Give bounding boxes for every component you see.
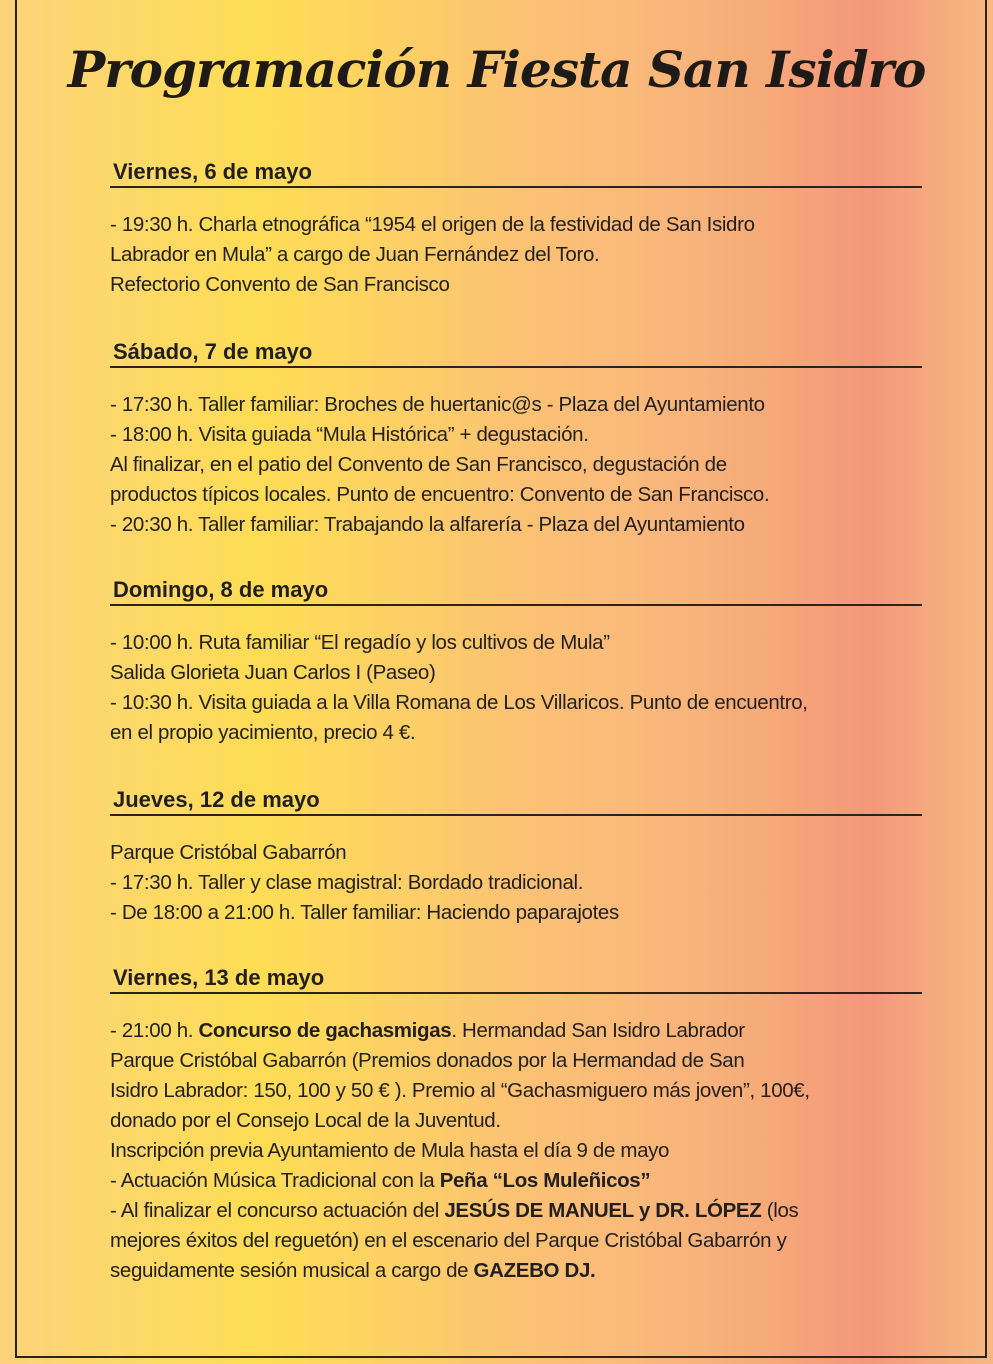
schedule-line: - Al finalizar el concurso actuación del… (110, 1196, 922, 1226)
schedule-line: Al finalizar, en el patio del Convento d… (110, 450, 922, 480)
schedule-line: - Actuación Música Tradicional con la Pe… (110, 1166, 922, 1196)
day-section: Jueves, 12 de mayo Parque Cristóbal Gabar… (110, 786, 922, 928)
bold-text: GAZEBO DJ. (473, 1259, 596, 1282)
day-heading: Sábado, 7 de mayo (110, 338, 922, 368)
schedule-line: - 17:30 h. Taller y clase magistral: Bor… (110, 868, 922, 898)
day-section: Domingo, 8 de mayo - 10:00 h. Ruta famili… (110, 576, 922, 748)
text: - Al finalizar el concurso actuación del (110, 1199, 445, 1222)
schedule-line: - 20:30 h. Taller familiar: Trabajando l… (110, 510, 922, 540)
text: - 17:30 h. Taller y clase magistral: Bor… (110, 871, 584, 894)
text: - 21:00 h. (110, 1019, 199, 1042)
text: - 10:00 h. Ruta familiar “El regadío y l… (110, 631, 610, 654)
schedule-line: Isidro Labrador: 150, 100 y 50 € ). Prem… (110, 1076, 922, 1106)
text: Al finalizar, en el patio del Convento d… (110, 453, 727, 476)
schedule-line: en el propio yacimiento, precio 4 €. (110, 718, 922, 748)
text: en el propio yacimiento, precio 4 €. (110, 721, 416, 744)
text: - 18:00 h. Visita guiada “Mula Histórica… (110, 423, 589, 446)
bold-text: Concurso de gachasmigas (198, 1019, 452, 1042)
day-section: Viernes, 13 de mayo - 21:00 h. Concurso d… (110, 964, 922, 1286)
text: seguidamente sesión musical a cargo de (110, 1259, 474, 1282)
schedule-line: mejores éxitos del reguetón) en el escen… (110, 1226, 922, 1256)
text: Parque Cristóbal Gabarrón (110, 841, 347, 864)
text: - Actuación Música Tradicional con la (110, 1169, 440, 1192)
text: productos típicos locales. Punto de encu… (110, 483, 770, 506)
text: - 20:30 h. Taller familiar: Trabajando l… (110, 513, 745, 536)
day-heading: Domingo, 8 de mayo (110, 576, 922, 606)
schedule-line: - 17:30 h. Taller familiar: Broches de h… (110, 390, 922, 420)
text: Parque Cristóbal Gabarrón (Premios donad… (110, 1049, 745, 1072)
day-heading: Viernes, 13 de mayo (110, 964, 922, 994)
text: Inscripción previa Ayuntamiento de Mula … (110, 1139, 670, 1162)
text: . Hermandad San Isidro Labrador (451, 1019, 745, 1042)
text: (los (761, 1199, 799, 1222)
schedule-line: donado por el Consejo Local de la Juvent… (110, 1106, 922, 1136)
bold-text: Peña “Los Muleñicos” (439, 1169, 651, 1192)
schedule-line: - 10:00 h. Ruta familiar “El regadío y l… (110, 628, 922, 658)
schedule-line: Parque Cristóbal Gabarrón (Premios donad… (110, 1046, 922, 1076)
text: - 19:30 h. Charla etnográfica “1954 el o… (110, 213, 755, 236)
day-section: Sábado, 7 de mayo - 17:30 h. Taller famil… (110, 338, 922, 540)
text: Salida Glorieta Juan Carlos I (Paseo) (110, 661, 436, 684)
text: mejores éxitos del reguetón) en el escen… (110, 1229, 787, 1252)
poster-frame (15, 0, 987, 1358)
schedule-line: Parque Cristóbal Gabarrón (110, 838, 922, 868)
text: - De 18:00 a 21:00 h. Taller familiar: H… (110, 901, 619, 924)
schedule-line: - De 18:00 a 21:00 h. Taller familiar: H… (110, 898, 922, 928)
schedule-line: Salida Glorieta Juan Carlos I (Paseo) (110, 658, 922, 688)
text: donado por el Consejo Local de la Juvent… (110, 1109, 501, 1132)
schedule-line: - 21:00 h. Concurso de gachasmigas. Herm… (110, 1016, 922, 1046)
text: Isidro Labrador: 150, 100 y 50 € ). Prem… (110, 1079, 810, 1102)
schedule-line: productos típicos locales. Punto de encu… (110, 480, 922, 510)
schedule-line: seguidamente sesión musical a cargo de G… (110, 1256, 922, 1286)
schedule-line: Labrador en Mula” a cargo de Juan Fernán… (110, 240, 922, 270)
schedule-line: Inscripción previa Ayuntamiento de Mula … (110, 1136, 922, 1166)
schedule-line: Refectorio Convento de San Francisco (110, 270, 922, 300)
schedule-line: - 10:30 h. Visita guiada a la Villa Roma… (110, 688, 922, 718)
text: - 10:30 h. Visita guiada a la Villa Roma… (110, 691, 808, 714)
poster-title: Programación Fiesta San Isidro (67, 40, 927, 99)
schedule-line: - 18:00 h. Visita guiada “Mula Histórica… (110, 420, 922, 450)
day-heading: Viernes, 6 de mayo (110, 158, 922, 188)
text: - 17:30 h. Taller familiar: Broches de h… (110, 393, 765, 416)
text: Labrador en Mula” a cargo de Juan Fernán… (110, 243, 600, 266)
schedule-line: - 19:30 h. Charla etnográfica “1954 el o… (110, 210, 922, 240)
day-heading: Jueves, 12 de mayo (110, 786, 922, 816)
bold-text: JESÚS DE MANUEL y DR. LÓPEZ (444, 1199, 762, 1222)
day-section: Viernes, 6 de mayo - 19:30 h. Charla etno… (110, 158, 922, 300)
text: Refectorio Convento de San Francisco (110, 273, 450, 296)
